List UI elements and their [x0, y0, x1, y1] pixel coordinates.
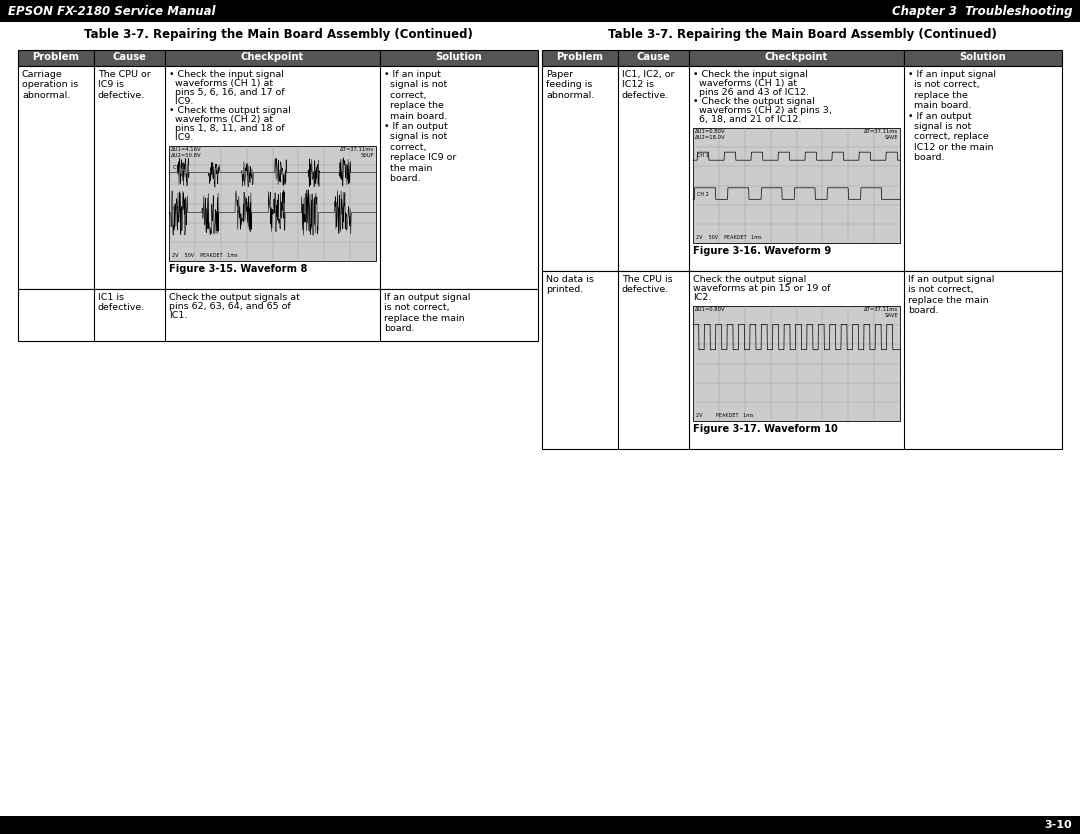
Text: Figure 3-16. Waveform 9: Figure 3-16. Waveform 9 [693, 246, 832, 256]
Text: waveforms at pin 15 or 19 of: waveforms at pin 15 or 19 of [693, 284, 831, 293]
Text: • Check the output signal: • Check the output signal [168, 106, 291, 115]
Text: waveforms (CH 2) at: waveforms (CH 2) at [168, 115, 273, 124]
Text: 2V    50V    PEAKDET   1ms: 2V 50V PEAKDET 1ms [696, 235, 761, 240]
Text: 2V         PEAKDET   1ms: 2V PEAKDET 1ms [696, 413, 754, 418]
Text: IC9.: IC9. [168, 97, 193, 106]
Text: ΔT=37.11ms
SAVE: ΔT=37.11ms SAVE [864, 129, 897, 140]
Text: Paper
feeding is
abnormal.: Paper feeding is abnormal. [546, 70, 594, 100]
Bar [542, 271, 1062, 449]
Text: Problem: Problem [556, 52, 604, 62]
Text: • Check the output signal: • Check the output signal [693, 97, 814, 106]
Bar [904, 50, 1062, 66]
Bar [693, 128, 900, 243]
Text: Solution: Solution [960, 52, 1007, 62]
Text: • If an input signal
  is not correct,
  replace the
  main board.
• If an outpu: • If an input signal is not correct, rep… [908, 70, 996, 162]
Bar [18, 66, 538, 289]
Text: IC1, IC2, or
IC12 is
defective.: IC1, IC2, or IC12 is defective. [622, 70, 675, 100]
Text: IC1 is
defective.: IC1 is defective. [98, 293, 145, 313]
Text: Check the output signals at: Check the output signals at [168, 293, 300, 302]
Text: • Check the input signal: • Check the input signal [168, 70, 284, 79]
Text: The CPU is
defective.: The CPU is defective. [622, 275, 673, 294]
Text: Cause: Cause [112, 52, 147, 62]
Text: Check the output signal: Check the output signal [693, 275, 807, 284]
Text: 6, 18, and 21 of IC12.: 6, 18, and 21 of IC12. [693, 115, 801, 124]
Text: ΔT=37.11ms
SAVE: ΔT=37.11ms SAVE [864, 307, 897, 318]
Bar [618, 50, 689, 66]
Text: Problem: Problem [32, 52, 80, 62]
Text: No data is
printed.: No data is printed. [546, 275, 594, 294]
Text: CH 1: CH 1 [173, 165, 185, 170]
Text: Table 3-7. Repairing the Main Board Assembly (Continued): Table 3-7. Repairing the Main Board Asse… [83, 28, 472, 41]
Bar [18, 289, 538, 341]
Text: Cause: Cause [636, 52, 671, 62]
Text: CH 2: CH 2 [697, 193, 708, 198]
Text: ΔU1=0.80V
ΔU2=18.0V: ΔU1=0.80V ΔU2=18.0V [696, 129, 726, 140]
Text: If an output signal
is not correct,
replace the main
board.: If an output signal is not correct, repl… [384, 293, 471, 334]
Bar [689, 50, 904, 66]
Bar [693, 306, 900, 421]
Bar [0, 0, 1080, 22]
Bar [542, 66, 1062, 271]
Text: • If an input
  signal is not
  correct,
  replace the
  main board.
• If an out: • If an input signal is not correct, rep… [384, 70, 457, 183]
Bar [165, 50, 380, 66]
Text: Chapter 3  Troubleshooting: Chapter 3 Troubleshooting [891, 5, 1072, 18]
Text: waveforms (CH 1) at: waveforms (CH 1) at [168, 79, 273, 88]
Bar [94, 50, 165, 66]
Text: 2V    50V    PEAKDET   1ms: 2V 50V PEAKDET 1ms [172, 253, 238, 258]
Bar [542, 50, 618, 66]
Text: IC2.: IC2. [693, 293, 712, 302]
Bar [380, 50, 538, 66]
Text: Figure 3-15. Waveform 8: Figure 3-15. Waveform 8 [168, 264, 308, 274]
Text: pins 1, 8, 11, and 18 of: pins 1, 8, 11, and 18 of [168, 124, 285, 133]
Text: Figure 3-17. Waveform 10: Figure 3-17. Waveform 10 [693, 424, 838, 434]
Text: pins 62, 63, 64, and 65 of: pins 62, 63, 64, and 65 of [168, 302, 291, 311]
Text: pins 26 and 43 of IC12.: pins 26 and 43 of IC12. [693, 88, 809, 97]
Bar [168, 146, 376, 261]
Text: Solution: Solution [435, 52, 483, 62]
Text: • Check the input signal: • Check the input signal [693, 70, 808, 79]
Text: The CPU or
IC9 is
defective.: The CPU or IC9 is defective. [98, 70, 151, 100]
Text: If an output signal
is not correct,
replace the main
board.: If an output signal is not correct, repl… [908, 275, 995, 315]
Text: ΔT=37.11ms
50UF: ΔT=37.11ms 50UF [340, 147, 374, 158]
Text: Carriage
operation is
abnormal.: Carriage operation is abnormal. [22, 70, 78, 100]
Text: Checkpoint: Checkpoint [765, 52, 828, 62]
Text: ΔU1=4.16V
ΔU2=50.8V: ΔU1=4.16V ΔU2=50.8V [171, 147, 202, 158]
Text: Checkpoint: Checkpoint [241, 52, 305, 62]
Text: EPSON FX-2180 Service Manual: EPSON FX-2180 Service Manual [8, 5, 216, 18]
Text: CH 1: CH 1 [697, 153, 708, 158]
Text: 3-10: 3-10 [1044, 820, 1072, 830]
Text: waveforms (CH 1) at: waveforms (CH 1) at [693, 79, 797, 88]
Bar [18, 50, 94, 66]
Text: Table 3-7. Repairing the Main Board Assembly (Continued): Table 3-7. Repairing the Main Board Asse… [608, 28, 997, 41]
Text: waveforms (CH 2) at pins 3,: waveforms (CH 2) at pins 3, [693, 106, 832, 115]
Text: CH 2: CH 2 [173, 206, 185, 211]
Text: ΔU1=0.80V: ΔU1=0.80V [696, 307, 726, 312]
Bar [0, 816, 1080, 834]
Text: pins 5, 6, 16, and 17 of: pins 5, 6, 16, and 17 of [168, 88, 285, 97]
Text: IC1.: IC1. [168, 311, 187, 320]
Text: IC9.: IC9. [168, 133, 193, 142]
